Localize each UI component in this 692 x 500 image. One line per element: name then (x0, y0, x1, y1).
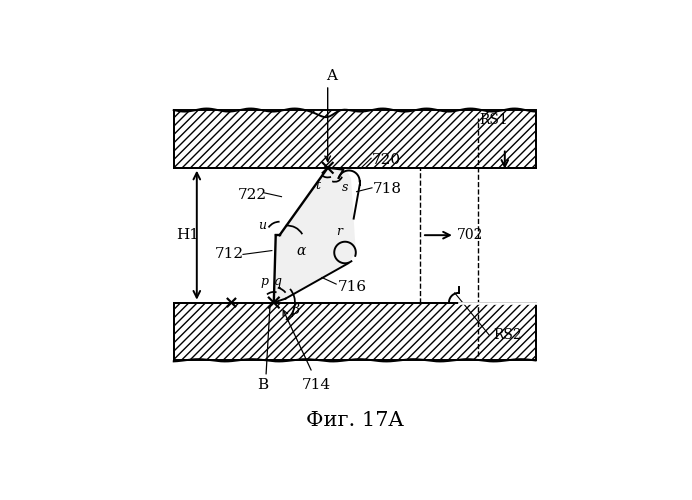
Text: u: u (258, 219, 266, 232)
Text: 716: 716 (337, 280, 367, 294)
Text: RS1: RS1 (479, 112, 508, 126)
Text: t: t (316, 178, 320, 192)
Text: H1: H1 (176, 228, 199, 242)
Text: 720: 720 (372, 153, 401, 167)
Text: β: β (291, 303, 299, 318)
Text: q: q (273, 275, 282, 288)
Text: 702: 702 (457, 228, 483, 242)
Text: RS2: RS2 (493, 328, 522, 342)
Text: p: p (260, 275, 268, 288)
Text: 714: 714 (302, 378, 331, 392)
Text: s: s (342, 180, 348, 194)
Bar (174, 302, 536, 360)
Text: 718: 718 (373, 182, 402, 196)
Text: A: A (326, 69, 337, 83)
Polygon shape (274, 168, 356, 302)
Bar (174, 110, 536, 168)
Text: r: r (336, 225, 343, 238)
Text: 722: 722 (238, 188, 267, 202)
Text: 712: 712 (215, 248, 244, 262)
Text: Фиг. 17A: Фиг. 17A (306, 410, 403, 430)
Text: B: B (257, 378, 268, 392)
Text: α: α (296, 244, 305, 258)
